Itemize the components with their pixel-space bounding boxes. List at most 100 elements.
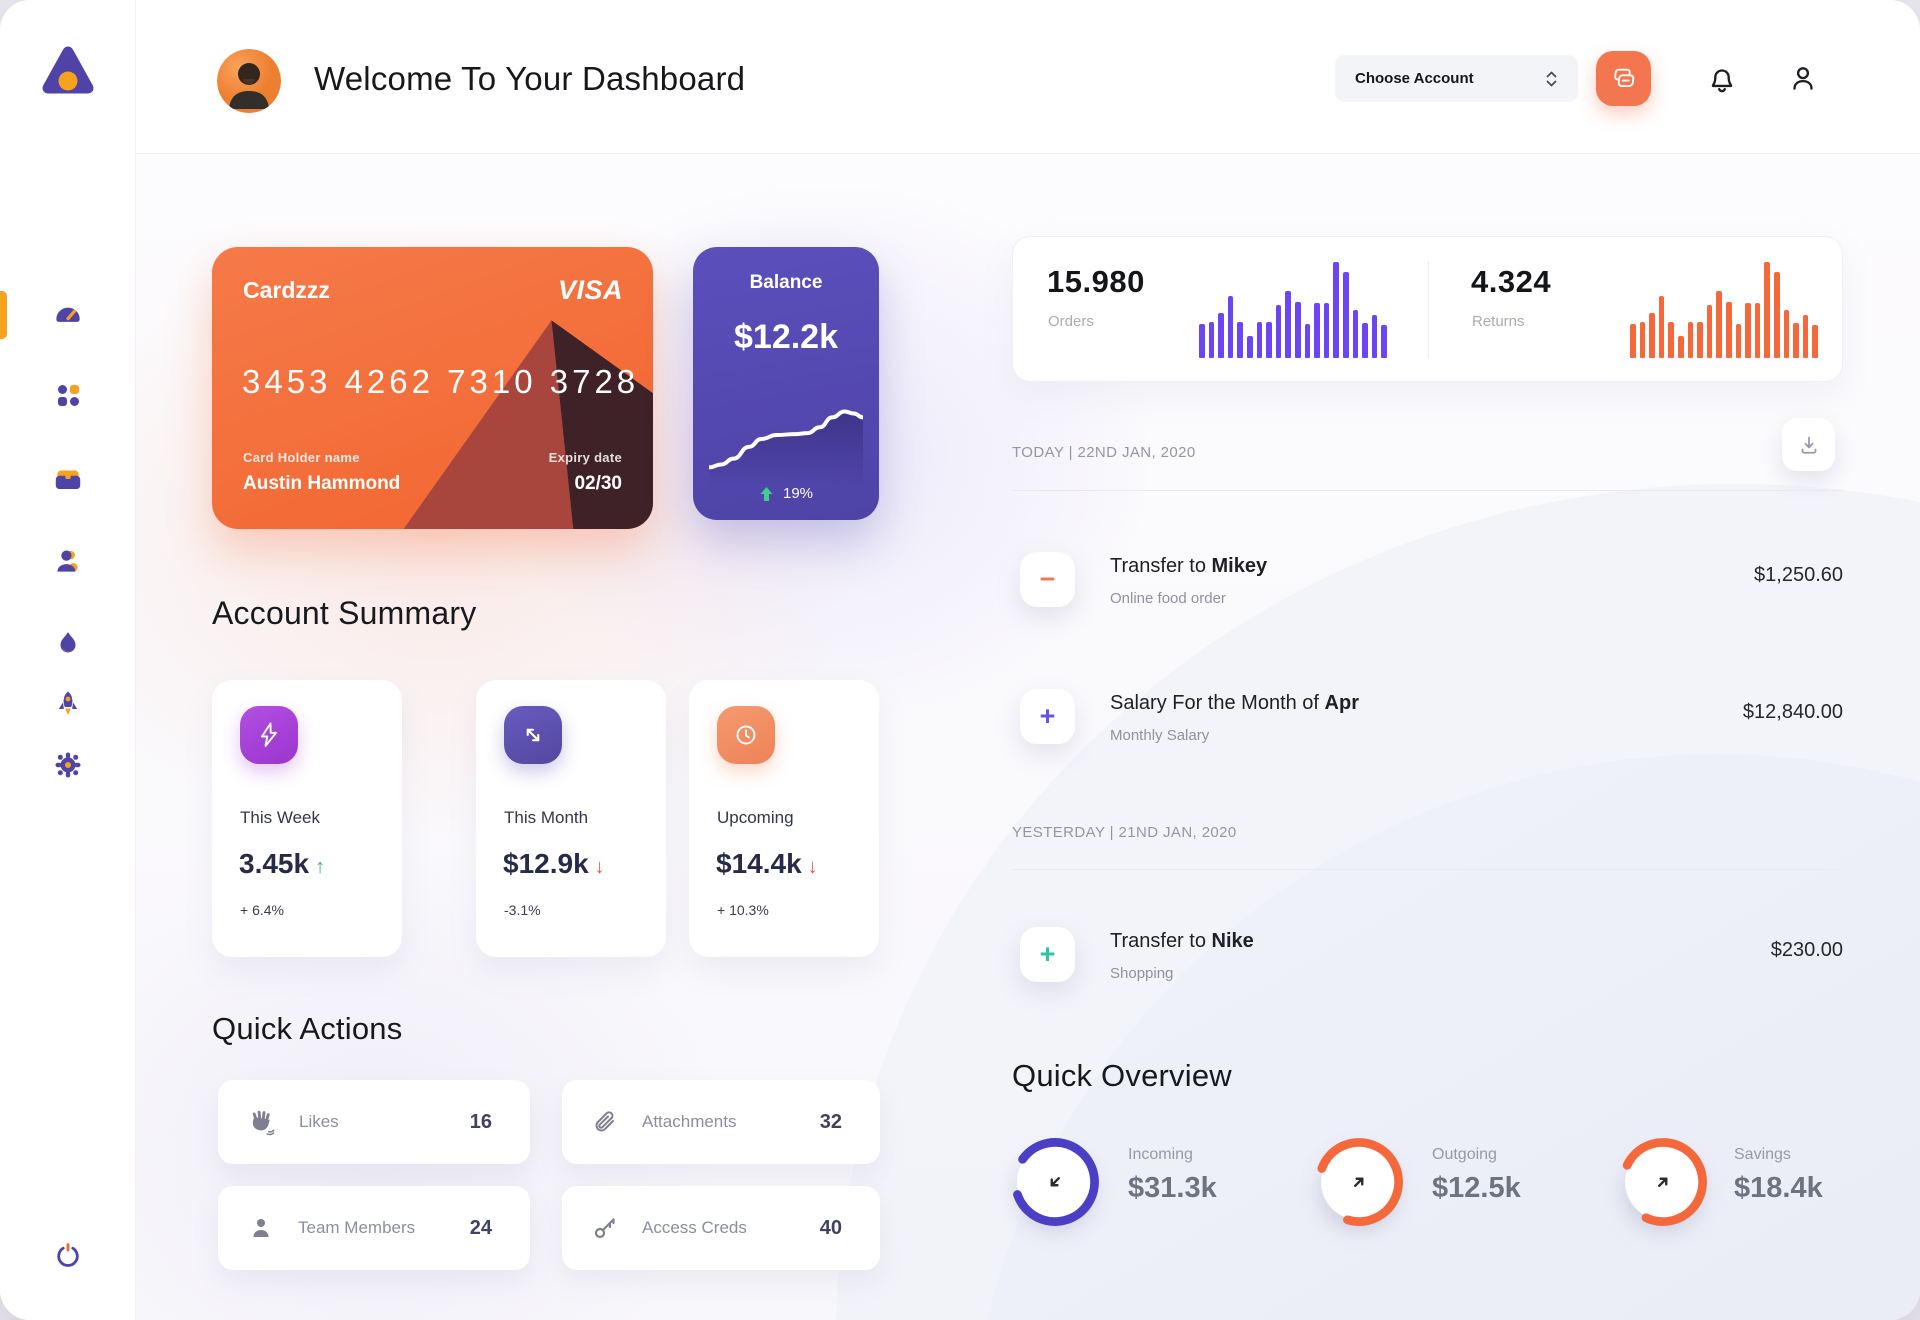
quick-action-label: Likes bbox=[299, 1112, 339, 1131]
summary-card-this-month: This Month $12.9k ↓ -3.1% bbox=[476, 680, 666, 957]
trend-down-arrow: ↓ bbox=[807, 856, 818, 878]
incoming-label: Incoming bbox=[1128, 1146, 1193, 1163]
summary-change: + 10.3% bbox=[717, 902, 769, 918]
transaction-row-nike[interactable]: + Transfer to Nike Shopping $230.00 bbox=[1012, 927, 1843, 983]
sidebar-item-people[interactable] bbox=[40, 534, 96, 590]
chat-icon bbox=[1613, 68, 1634, 87]
quick-action-count: 16 bbox=[469, 1110, 492, 1133]
summary-label: This Week bbox=[240, 808, 320, 827]
account-select[interactable]: Choose Account bbox=[1335, 55, 1578, 102]
gear-icon bbox=[55, 752, 81, 778]
sidebar-item-work[interactable] bbox=[40, 452, 96, 508]
sidebar-item-settings[interactable] bbox=[40, 737, 96, 793]
quick-action-label: Team Members bbox=[298, 1218, 416, 1237]
summary-change: -3.1% bbox=[504, 902, 541, 918]
profile-button[interactable] bbox=[1782, 58, 1824, 100]
transaction-subtitle: Shopping bbox=[1110, 965, 1174, 982]
quick-action-likes[interactable]: Likes 16 bbox=[218, 1080, 530, 1164]
activity-date-yesterday: YESTERDAY | 21ND JAN, 2020 bbox=[1012, 824, 1237, 841]
quick-action-count: 24 bbox=[469, 1216, 492, 1239]
summary-value: $14.4k ↓ bbox=[716, 848, 818, 879]
key-icon bbox=[594, 1218, 615, 1239]
incoming-value: $31.3k bbox=[1128, 1172, 1217, 1204]
sidebar-item-launch[interactable] bbox=[40, 677, 96, 733]
returns-bar-chart bbox=[1630, 262, 1820, 358]
rocket-icon bbox=[58, 691, 78, 715]
lightning-icon bbox=[261, 722, 277, 747]
orders-label: Orders bbox=[1048, 313, 1094, 330]
credit-card: Cardzzz VISA 3453 4262 7310 3728 Card Ho… bbox=[212, 247, 653, 529]
arrow-up-right-icon bbox=[1354, 1177, 1364, 1187]
card-holder-name: Austin Hammond bbox=[243, 473, 401, 494]
avatar-photo bbox=[217, 49, 281, 113]
stats-divider bbox=[1428, 261, 1429, 359]
card-holder-label: Card Holder name bbox=[243, 450, 360, 465]
sidebar-item-apps[interactable] bbox=[40, 367, 96, 423]
transaction-row-salary[interactable]: + Salary For the Month of Apr Monthly Sa… bbox=[1012, 689, 1843, 745]
logout-button[interactable] bbox=[40, 1228, 96, 1284]
download-icon bbox=[1801, 436, 1816, 454]
transaction-subtitle: Monthly Salary bbox=[1110, 727, 1210, 744]
activity-date-today: TODAY | 22ND JAN, 2020 bbox=[1012, 444, 1196, 461]
summary-change: + 6.4% bbox=[240, 902, 284, 918]
card-expiry-label: Expiry date bbox=[548, 450, 622, 465]
download-button[interactable] bbox=[1782, 418, 1835, 471]
flame-icon bbox=[60, 632, 76, 653]
quick-action-label: Attachments bbox=[642, 1112, 737, 1131]
arrow-up-right-icon bbox=[1658, 1177, 1668, 1187]
trend-down-arrow: ↓ bbox=[594, 856, 605, 878]
transaction-subtitle: Online food order bbox=[1110, 590, 1226, 607]
quick-action-label: Access Creds bbox=[642, 1218, 747, 1237]
person-icon bbox=[253, 1219, 269, 1237]
divider bbox=[1012, 490, 1843, 491]
messages-button[interactable] bbox=[1596, 51, 1651, 106]
speedometer-icon bbox=[56, 307, 80, 322]
sidebar-active-indicator bbox=[0, 291, 7, 339]
summary-label: This Month bbox=[504, 808, 589, 827]
summary-card-upcoming: Upcoming $14.4k ↓ + 10.3% bbox=[689, 680, 879, 957]
quick-overview-title: Quick Overview bbox=[1012, 1058, 1232, 1093]
transaction-title: Transfer to Nike bbox=[1110, 930, 1254, 952]
returns-value: 4.324 bbox=[1471, 264, 1552, 299]
waving-hand-icon bbox=[252, 1110, 275, 1135]
app-logo[interactable] bbox=[36, 40, 100, 104]
savings-label: Savings bbox=[1734, 1146, 1791, 1163]
transaction-row-mikey[interactable]: − Transfer to Mikey Online food order $1… bbox=[1012, 552, 1843, 608]
transaction-plus-icon: + bbox=[1020, 689, 1075, 744]
outgoing-ring bbox=[1313, 1136, 1405, 1228]
bell-icon bbox=[1711, 69, 1733, 93]
user-icon bbox=[57, 550, 78, 572]
account-select-label: Choose Account bbox=[1355, 70, 1474, 87]
briefcase-icon bbox=[55, 470, 81, 490]
profile-icon bbox=[1793, 67, 1813, 90]
quick-action-access-creds[interactable]: Access Creds 40 bbox=[562, 1186, 880, 1270]
triangle-logo-icon bbox=[42, 46, 94, 94]
grid-dots-icon bbox=[58, 385, 79, 406]
select-chevrons-icon bbox=[1546, 71, 1557, 86]
quick-action-attachments[interactable]: Attachments 32 bbox=[562, 1080, 880, 1164]
orders-returns-card: 15.980 Orders 4.324 Returns bbox=[1012, 236, 1843, 382]
trend-up-arrow: ↑ bbox=[315, 856, 326, 878]
sidebar bbox=[0, 0, 136, 1320]
visa-logo: VISA bbox=[557, 275, 623, 305]
card-number: 3453 4262 7310 3728 bbox=[242, 363, 640, 400]
outgoing-label: Outgoing bbox=[1432, 1146, 1497, 1163]
transaction-title: Transfer to Mikey bbox=[1110, 555, 1268, 577]
outgoing-value: $12.5k bbox=[1432, 1172, 1521, 1204]
summary-value: 3.45k ↑ bbox=[239, 848, 326, 879]
page-title: Welcome To Your Dashboard bbox=[314, 60, 746, 97]
savings-ring bbox=[1617, 1136, 1709, 1228]
balance-title: Balance bbox=[749, 272, 823, 293]
paperclip-icon bbox=[595, 1111, 614, 1132]
sidebar-item-trending[interactable] bbox=[40, 617, 96, 673]
transaction-plus-icon: + bbox=[1020, 927, 1075, 982]
quick-action-team-members[interactable]: Team Members 24 bbox=[218, 1186, 530, 1270]
incoming-ring bbox=[1009, 1136, 1101, 1228]
notifications-button[interactable] bbox=[1701, 58, 1743, 100]
summary-value: $12.9k ↓ bbox=[503, 848, 605, 879]
transaction-minus-icon: − bbox=[1020, 552, 1075, 607]
sidebar-item-dashboard[interactable] bbox=[40, 287, 96, 343]
balance-amount: $12.2k bbox=[734, 318, 838, 356]
quick-actions-title: Quick Actions bbox=[212, 1011, 403, 1046]
